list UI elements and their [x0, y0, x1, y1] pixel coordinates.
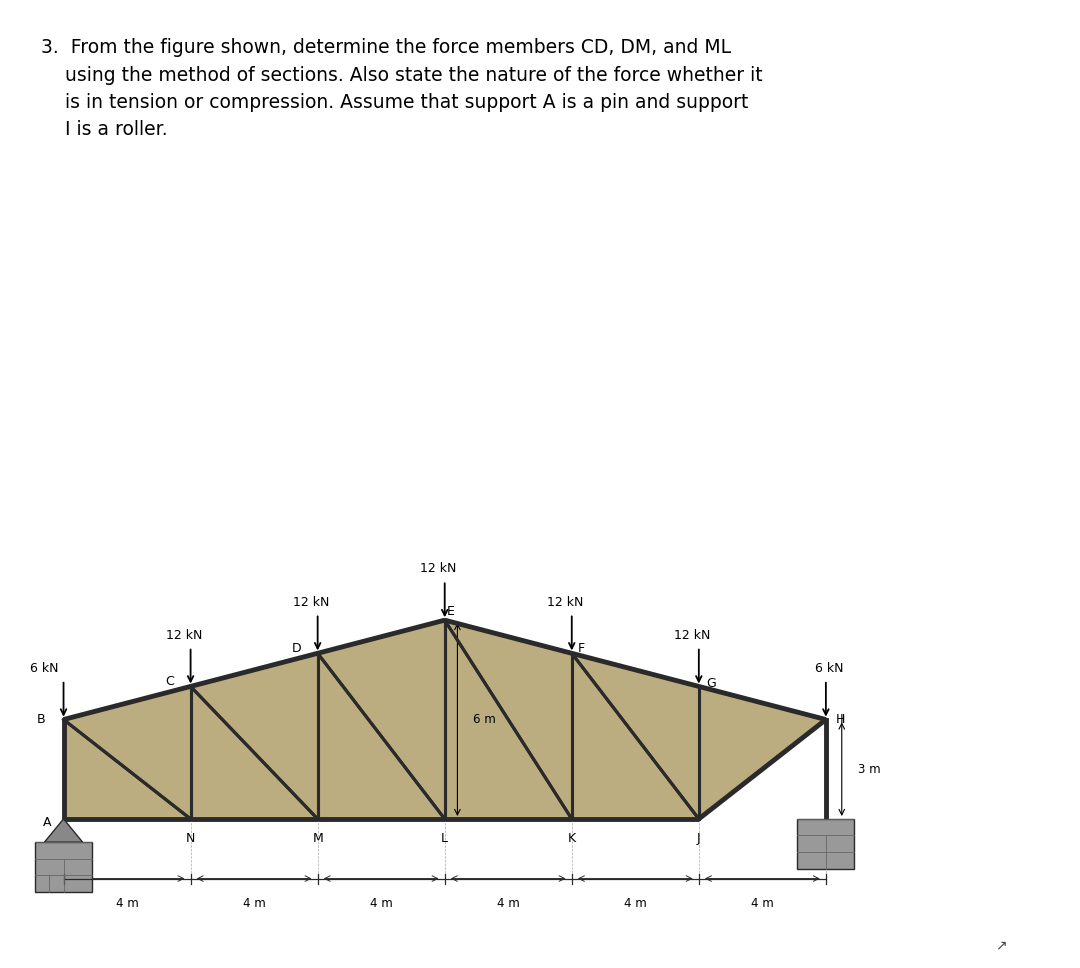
Text: 3.  From the figure shown, determine the force members CD, DM, and ML
    using : 3. From the figure shown, determine the …: [41, 39, 762, 139]
Text: G: G: [706, 677, 716, 689]
Polygon shape: [190, 653, 318, 819]
Text: C: C: [165, 675, 174, 688]
Text: 12 kN: 12 kN: [548, 595, 583, 609]
Bar: [35, 842, 92, 892]
Text: 4 m: 4 m: [624, 896, 647, 910]
Text: H: H: [836, 713, 845, 726]
Text: 6 m: 6 m: [473, 713, 496, 726]
Text: 12 kN: 12 kN: [674, 628, 711, 642]
Polygon shape: [445, 620, 571, 819]
Text: 12 kN: 12 kN: [293, 595, 329, 609]
Text: 12 kN: 12 kN: [166, 628, 202, 642]
Polygon shape: [190, 653, 318, 819]
Polygon shape: [571, 653, 699, 819]
Text: I: I: [840, 713, 843, 726]
Text: 3 m: 3 m: [858, 763, 880, 775]
Text: N: N: [186, 832, 195, 845]
Text: D: D: [293, 642, 301, 654]
Bar: [797, 819, 854, 868]
Polygon shape: [190, 686, 318, 819]
Polygon shape: [699, 686, 826, 819]
Polygon shape: [571, 653, 699, 819]
Polygon shape: [445, 620, 571, 819]
Polygon shape: [699, 686, 826, 819]
Text: J: J: [697, 832, 701, 845]
Polygon shape: [445, 620, 571, 819]
Text: 6 kN: 6 kN: [30, 662, 58, 675]
Text: 4 m: 4 m: [369, 896, 392, 910]
Text: F: F: [578, 642, 585, 654]
Polygon shape: [699, 686, 826, 719]
Text: 6 kN: 6 kN: [814, 662, 843, 675]
Text: A: A: [43, 816, 52, 829]
Text: M: M: [312, 832, 323, 845]
Polygon shape: [64, 686, 190, 819]
Text: E: E: [447, 605, 455, 619]
Text: 4 m: 4 m: [116, 896, 138, 910]
Polygon shape: [64, 686, 190, 819]
Polygon shape: [571, 653, 699, 819]
Polygon shape: [318, 620, 445, 819]
Text: L: L: [442, 832, 448, 845]
Text: 4 m: 4 m: [243, 896, 266, 910]
Text: ↗: ↗: [995, 938, 1007, 952]
Polygon shape: [318, 620, 445, 819]
Polygon shape: [44, 819, 82, 842]
Text: 12 kN: 12 kN: [420, 562, 457, 575]
Text: K: K: [568, 832, 576, 845]
Text: 4 m: 4 m: [497, 896, 519, 910]
Text: 4 m: 4 m: [751, 896, 773, 910]
Polygon shape: [318, 653, 445, 819]
Polygon shape: [64, 719, 190, 819]
Text: B: B: [37, 713, 45, 726]
